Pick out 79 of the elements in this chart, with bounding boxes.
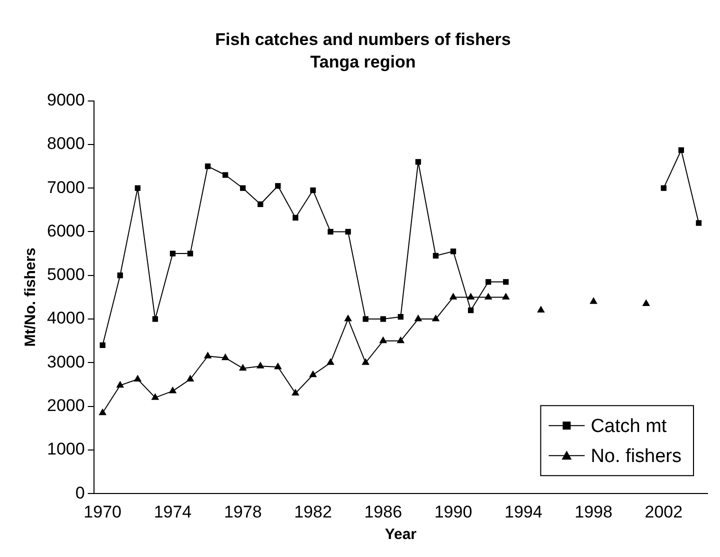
point bbox=[344, 314, 352, 322]
point bbox=[398, 314, 404, 320]
point bbox=[170, 250, 176, 256]
point bbox=[168, 386, 177, 394]
x-tick-label: 1982 bbox=[294, 502, 332, 522]
point bbox=[328, 228, 334, 235]
point bbox=[204, 352, 212, 358]
y-tick-label: 6000 bbox=[46, 221, 85, 240]
point bbox=[590, 297, 598, 304]
point bbox=[660, 185, 666, 191]
y-axis-title: Mt/No. fishers bbox=[22, 248, 40, 347]
point bbox=[362, 316, 368, 322]
point bbox=[696, 220, 702, 226]
x-axis-title: Year bbox=[384, 526, 417, 544]
point bbox=[134, 374, 142, 382]
y-tick-label: 1000 bbox=[46, 440, 85, 459]
point bbox=[238, 364, 247, 371]
point bbox=[292, 214, 298, 221]
point bbox=[432, 252, 439, 259]
y-tick-label: 0 bbox=[75, 483, 85, 502]
x-tick-label: 1986 bbox=[364, 502, 402, 522]
y-tick-label: 7000 bbox=[46, 178, 85, 197]
point bbox=[134, 185, 140, 191]
x-tick-label: 1978 bbox=[224, 502, 262, 522]
point bbox=[292, 388, 300, 396]
x-tick-label: 1970 bbox=[84, 502, 122, 522]
point bbox=[187, 250, 194, 256]
point bbox=[432, 314, 440, 322]
point bbox=[152, 316, 158, 322]
x-tick-label: 1990 bbox=[434, 502, 472, 522]
x-tick-label: 1994 bbox=[504, 502, 542, 522]
y-tick-label: 5000 bbox=[46, 265, 85, 284]
y-tick-label: 9000 bbox=[46, 90, 85, 110]
legend-label: Catch mt bbox=[590, 416, 668, 437]
y-tick-label: 3000 bbox=[46, 352, 85, 372]
legend-label: No. fishers bbox=[590, 446, 682, 467]
point bbox=[309, 370, 317, 378]
point bbox=[362, 358, 370, 365]
y-tick-label: 4000 bbox=[46, 308, 85, 328]
point bbox=[502, 292, 510, 300]
point bbox=[642, 299, 650, 306]
point bbox=[274, 362, 282, 370]
point bbox=[503, 279, 509, 285]
point bbox=[186, 374, 194, 382]
point bbox=[486, 279, 492, 285]
point bbox=[256, 362, 264, 368]
point bbox=[449, 292, 458, 300]
point bbox=[345, 228, 351, 235]
point bbox=[310, 187, 316, 194]
point bbox=[537, 306, 545, 313]
point bbox=[222, 172, 228, 178]
x-tick-label: 1998 bbox=[574, 502, 612, 522]
point bbox=[275, 183, 281, 189]
point bbox=[116, 380, 124, 388]
point bbox=[117, 272, 123, 278]
y-tick-label: 2000 bbox=[46, 396, 85, 415]
point bbox=[414, 314, 422, 322]
point bbox=[415, 159, 422, 165]
point bbox=[204, 163, 211, 170]
point bbox=[396, 336, 405, 344]
chart-subtitle: Tanga region bbox=[310, 52, 416, 72]
point bbox=[380, 316, 386, 322]
point bbox=[326, 358, 334, 365]
x-tick-label: 1974 bbox=[154, 502, 192, 522]
y-tick-label: 8000 bbox=[46, 134, 85, 154]
x-tick-label: 2002 bbox=[644, 502, 683, 522]
point bbox=[98, 408, 106, 416]
point bbox=[484, 292, 492, 300]
point bbox=[100, 342, 106, 348]
point bbox=[240, 185, 246, 191]
point bbox=[450, 248, 456, 254]
point bbox=[221, 353, 230, 360]
point bbox=[678, 147, 684, 153]
point bbox=[151, 393, 160, 400]
chart-title: Fish catches and numbers of fishers bbox=[215, 30, 511, 49]
point bbox=[258, 201, 264, 208]
point bbox=[466, 292, 475, 300]
point bbox=[468, 307, 474, 314]
point bbox=[379, 336, 388, 344]
